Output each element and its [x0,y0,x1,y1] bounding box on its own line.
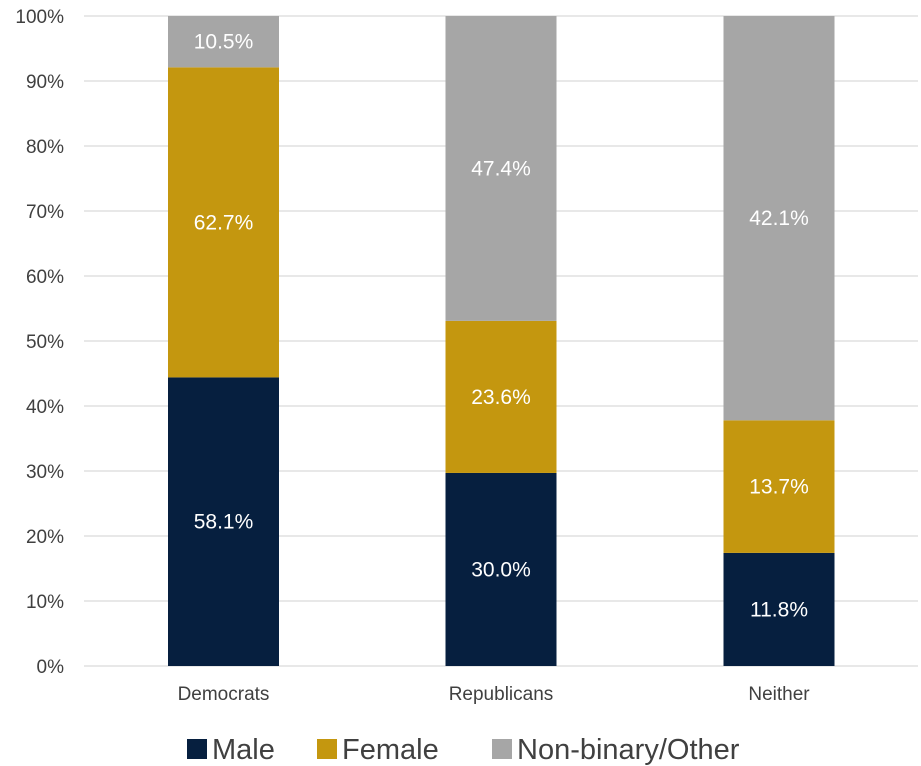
data-label: 10.5% [194,31,254,54]
bar-segment [723,16,835,421]
legend-entry-label: Male [212,734,275,766]
data-label: 42.1% [749,207,809,230]
data-label: 23.6% [471,386,531,409]
y-tick-label: 90% [26,72,64,93]
y-tick-label: 40% [26,397,64,418]
x-category-label: Neither [748,684,810,705]
data-label: 62.7% [194,211,254,234]
y-tick-label: 50% [26,332,64,353]
y-axis-ticks: 0% 10% 20% 30% 40% 50% 60% 70% 80% 90% 100% [15,7,64,678]
bar-segment [168,16,279,68]
y-tick-label: 20% [26,527,64,548]
bar-segment [445,320,557,473]
x-category-label: Republicans [449,684,554,705]
data-label: 58.1% [194,511,254,534]
bars: 58.1% 62.7% 10.5% 30.0% 23.6% 47.4% 11.8% 13.7%… [168,16,835,666]
bar-segment [445,472,557,666]
bar-segment [445,16,557,321]
y-tick-label: 80% [26,137,64,158]
legend-swatch [317,739,337,759]
x-axis-categories: Democrats Republicans Neither [178,684,811,705]
data-label: 11.8% [750,598,808,621]
legend-entry-label: Female [342,734,439,766]
legend-swatch [492,739,512,759]
bar-segment [168,67,279,378]
y-tick-label: 10% [26,592,64,613]
bar-segment [723,552,835,666]
data-label: 30.0% [471,558,531,581]
y-tick-label: 100% [15,7,64,28]
legend-entry-label: Non-binary/Other [517,734,740,766]
bar-segment [723,420,835,553]
legend: Male Female Non-binary/Other [187,734,740,766]
data-label: 13.7% [749,476,809,499]
data-label: 47.4% [471,157,531,180]
x-category-label: Democrats [178,684,270,705]
y-tick-label: 30% [26,462,64,483]
y-tick-label: 0% [37,657,65,678]
legend-swatch [187,739,207,759]
y-tick-label: 70% [26,202,64,223]
bar-segment [168,377,279,666]
y-tick-label: 60% [26,267,64,288]
